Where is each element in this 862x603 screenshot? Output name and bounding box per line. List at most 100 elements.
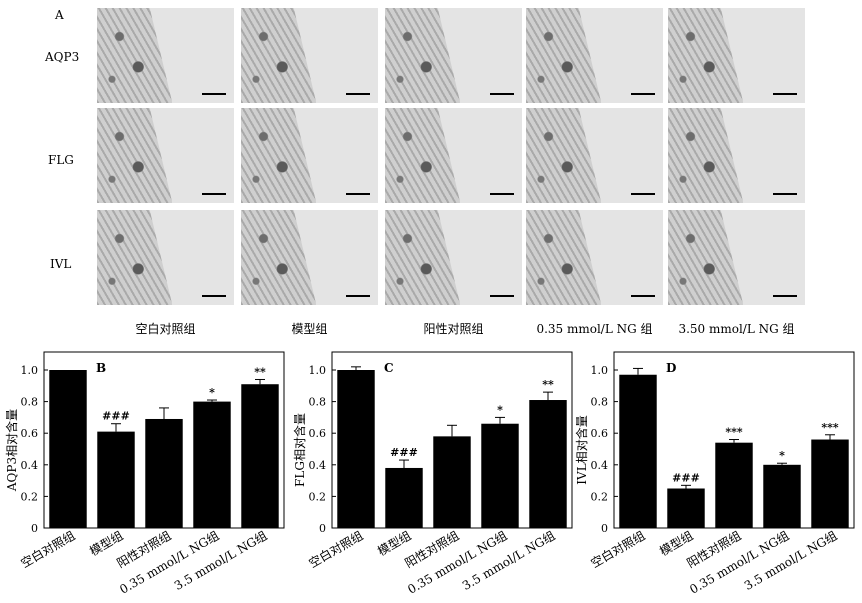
scale-bar bbox=[202, 93, 226, 95]
chart-d-bar bbox=[763, 465, 800, 528]
chart-d-ytick-label: 0.2 bbox=[591, 490, 609, 503]
chart-b-ytick-label: 0.8 bbox=[21, 396, 39, 409]
chart-d-significance-label: *** bbox=[821, 421, 839, 434]
chart-b-panel-label: B bbox=[96, 361, 106, 375]
chart-b-bar bbox=[145, 419, 182, 528]
histology-image-ivl-1 bbox=[97, 210, 234, 305]
scale-bar bbox=[631, 193, 655, 195]
scale-bar bbox=[202, 295, 226, 297]
histology-image-aqp3-4 bbox=[526, 8, 663, 103]
tissue-section bbox=[526, 210, 601, 305]
scale-bar bbox=[490, 295, 514, 297]
chart-d-significance-label: ### bbox=[672, 471, 700, 484]
chart-c-bar bbox=[337, 370, 374, 528]
chart-c-ytick-label: 0 bbox=[319, 522, 326, 535]
scale-bar bbox=[490, 193, 514, 195]
scale-bar bbox=[773, 295, 797, 297]
scale-bar bbox=[490, 93, 514, 95]
chart-d-panel-label: D bbox=[666, 361, 676, 375]
tissue-section bbox=[385, 210, 460, 305]
chart-c-significance-label: * bbox=[497, 403, 503, 416]
chart-b-significance-label: ** bbox=[254, 365, 266, 378]
chart-b-category-label: 0.35 mmol/L NG组 bbox=[117, 528, 221, 596]
scale-bar bbox=[773, 193, 797, 195]
tissue-section bbox=[97, 8, 172, 103]
chart-d-category-label: 0.35 mmol/L NG组 bbox=[687, 528, 791, 596]
chart-b-bar bbox=[241, 384, 278, 528]
chart-c-ytick-label: 0.4 bbox=[309, 459, 327, 472]
chart-b-ylabel: AQP3相对含量 bbox=[4, 409, 19, 492]
tissue-section bbox=[526, 108, 601, 203]
chart-b-bar bbox=[193, 402, 230, 528]
chart-c-ytick-label: 0.8 bbox=[309, 396, 327, 409]
chart-d-bar bbox=[619, 375, 656, 528]
chart-c-category-label: 模型组 bbox=[375, 528, 413, 558]
histology-image-ivl-5 bbox=[668, 210, 805, 305]
col-label-blank-control: 空白对照组 bbox=[97, 320, 234, 337]
chart-c-frame bbox=[332, 352, 572, 528]
chart-d-category-label: 空白对照组 bbox=[588, 528, 647, 571]
chart-d-ytick-label: 0.6 bbox=[591, 427, 609, 440]
scale-bar bbox=[631, 295, 655, 297]
scale-bar bbox=[773, 93, 797, 95]
chart-d-category-label: 阳性对照组 bbox=[685, 528, 744, 570]
chart-b-ytick-label: 0.2 bbox=[21, 490, 39, 503]
chart-b-category-label: 空白对照组 bbox=[18, 528, 77, 571]
col-label-positive-control: 阳性对照组 bbox=[385, 320, 522, 337]
chart-c-ytick-label: 0.6 bbox=[309, 427, 327, 440]
chart-d-frame bbox=[614, 352, 854, 528]
chart-b-ytick-label: 0 bbox=[31, 522, 38, 535]
histology-image-aqp3-5 bbox=[668, 8, 805, 103]
chart-d-bar bbox=[667, 489, 704, 529]
tissue-section bbox=[241, 108, 316, 203]
chart-b-ytick-label: 1.0 bbox=[21, 364, 39, 377]
histology-image-flg-4 bbox=[526, 108, 663, 203]
chart-b-category-label: 阳性对照组 bbox=[115, 528, 174, 570]
scale-bar bbox=[202, 193, 226, 195]
chart-d-ytick-label: 1.0 bbox=[591, 364, 609, 377]
chart-c-significance-label: ### bbox=[390, 446, 418, 459]
histology-image-ivl-4 bbox=[526, 210, 663, 305]
chart-c-bar bbox=[385, 468, 422, 528]
chart-b-category-label: 模型组 bbox=[87, 528, 125, 558]
chart-c-ytick-label: 0.2 bbox=[309, 490, 327, 503]
col-label-ng-350: 3.50 mmol/L NG 组 bbox=[668, 320, 805, 337]
chart-c-ylabel: FLG相对含量 bbox=[292, 413, 307, 487]
chart-c-bar bbox=[433, 436, 470, 528]
chart-c-category-label: 0.35 mmol/L NG组 bbox=[405, 528, 509, 596]
chart-c-ytick-label: 1.0 bbox=[309, 364, 327, 377]
chart-b-significance-label: * bbox=[209, 386, 215, 399]
tissue-section bbox=[97, 108, 172, 203]
histology-image-flg-3 bbox=[385, 108, 522, 203]
chart-d-category-label: 模型组 bbox=[657, 528, 695, 558]
chart-b-ytick-label: 0.6 bbox=[21, 427, 39, 440]
col-label-ng-035: 0.35 mmol/L NG 组 bbox=[526, 320, 663, 337]
tissue-section bbox=[385, 8, 460, 103]
tissue-section bbox=[668, 108, 743, 203]
histology-image-ivl-3 bbox=[385, 210, 522, 305]
col-label-model: 模型组 bbox=[241, 320, 378, 337]
chart-d-category-label: 3.5 mmol/L NG组 bbox=[742, 528, 840, 592]
chart-c-bar bbox=[481, 424, 518, 528]
tissue-section bbox=[97, 210, 172, 305]
chart-c-category-label: 3.5 mmol/L NG组 bbox=[460, 528, 558, 592]
chart-d-bar bbox=[811, 440, 848, 528]
chart-b-category-label: 3.5 mmol/L NG组 bbox=[172, 528, 270, 592]
chart-b-bar bbox=[97, 432, 134, 528]
tissue-section bbox=[385, 108, 460, 203]
chart-c-bar bbox=[529, 400, 566, 528]
chart-b-significance-label: ### bbox=[102, 410, 130, 423]
chart-c-panel-label: C bbox=[384, 361, 394, 375]
histology-image-ivl-2 bbox=[241, 210, 378, 305]
tissue-section bbox=[526, 8, 601, 103]
chart-d-ytick-label: 0 bbox=[601, 522, 608, 535]
chart-c-category-label: 阳性对照组 bbox=[403, 528, 462, 570]
histology-image-aqp3-2 bbox=[241, 8, 378, 103]
chart-b-bar bbox=[49, 370, 86, 528]
histology-image-flg-1 bbox=[97, 108, 234, 203]
histology-image-flg-5 bbox=[668, 108, 805, 203]
chart-c-significance-label: ** bbox=[542, 378, 554, 391]
histology-image-aqp3-3 bbox=[385, 8, 522, 103]
scale-bar bbox=[631, 93, 655, 95]
chart-c-category-label: 空白对照组 bbox=[306, 528, 365, 571]
